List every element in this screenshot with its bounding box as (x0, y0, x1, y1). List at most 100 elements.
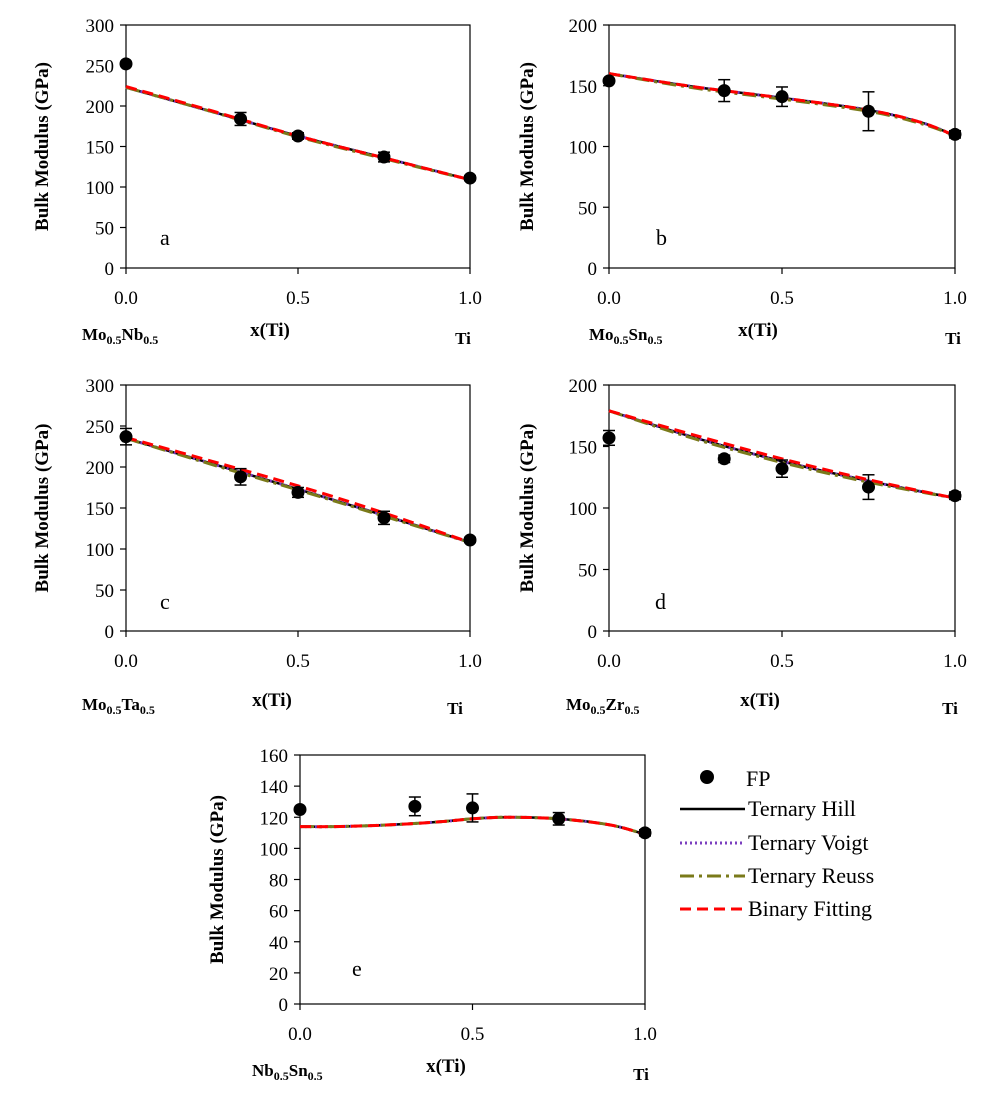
right-composition-label: Ti (455, 329, 471, 348)
y-tick-label: 200 (86, 458, 115, 479)
y-tick-label: 0 (105, 259, 115, 280)
y-tick-label: 160 (260, 746, 289, 767)
series-voigt-line (608, 409, 956, 500)
fp-data-point (463, 533, 477, 547)
fp-data-point (775, 462, 789, 476)
y-axis-label: Bulk Modulus (GPa) (517, 424, 538, 593)
fp-data-point (717, 84, 731, 98)
y-tick-label: 0 (588, 622, 598, 643)
fp-data-point (293, 802, 307, 816)
y-tick-label: 100 (260, 839, 289, 860)
plot-frame (125, 24, 471, 269)
x-tick-label: 0.5 (770, 651, 794, 672)
fp-data-point (717, 452, 731, 466)
y-tick-label: 50 (95, 219, 114, 240)
y-tick-label: 300 (86, 16, 115, 37)
y-tick-label: 40 (269, 933, 288, 954)
y-tick-label: 200 (86, 97, 115, 118)
x-axis-label: x(Ti) (740, 690, 780, 711)
y-tick-label: 60 (269, 902, 288, 923)
y-tick-label: 0 (105, 622, 115, 643)
left-composition-label: Mo0.5Sn0.5 (589, 325, 662, 347)
right-composition-label: Ti (447, 699, 463, 718)
x-tick-label: 0.5 (286, 651, 310, 672)
x-tick-label: 0.0 (114, 288, 138, 309)
panel-label: b (656, 225, 667, 250)
x-tick-label: 1.0 (458, 651, 482, 672)
fp-data-point (119, 430, 133, 444)
right-composition-label: Ti (942, 699, 958, 718)
legend-reuss-label: Ternary Reuss (748, 863, 874, 888)
fp-data-point (463, 171, 477, 185)
y-tick-label: 100 (569, 138, 598, 159)
series-binary-line (125, 436, 471, 544)
right-composition-label: Ti (945, 329, 961, 348)
y-tick-label: 150 (569, 438, 598, 459)
y-tick-label: 300 (86, 376, 115, 397)
y-axis-label: Bulk Modulus (GPa) (207, 795, 228, 964)
y-tick-label: 50 (578, 561, 597, 582)
y-tick-label: 100 (86, 178, 115, 199)
x-tick-label: 0.0 (597, 288, 621, 309)
panel-label: d (655, 589, 666, 614)
x-tick-label: 0.5 (286, 288, 310, 309)
x-tick-label: 1.0 (943, 651, 967, 672)
fp-data-point (377, 511, 391, 525)
fp-data-point (948, 127, 962, 141)
fp-data-point (291, 485, 305, 499)
chart-panel-d: 0 50 100 150 200 0.0 0.5 1.0 Bulk Modulus (GPa) M… (517, 376, 967, 718)
fp-data-point (948, 489, 962, 503)
left-composition-label: Mo0.5Ta0.5 (82, 695, 155, 717)
y-tick-label: 150 (86, 138, 115, 159)
plot-frame (125, 384, 471, 632)
y-tick-label: 20 (269, 964, 288, 985)
fp-data-point (602, 74, 616, 88)
y-tick-label: 50 (578, 198, 597, 219)
series-reuss-line (608, 409, 956, 500)
legend-fp-label: FP (746, 766, 770, 791)
fp-data-point (408, 799, 422, 813)
y-tick-label: 0 (588, 259, 598, 280)
chart-panel-b: 0 50 100 150 200 0.0 0.5 1.0 Bulk Modulus (GPa) M… (517, 16, 967, 348)
panel-label: c (160, 589, 170, 614)
y-tick-label: 200 (569, 16, 598, 37)
y-tick-label: 250 (86, 417, 115, 438)
chart-panel-e: 0 20 40 60 80 100 120 140 160 0.0 0.5 1.0 Bulk Modul… (207, 746, 657, 1084)
panel-label: e (352, 956, 362, 981)
x-tick-label: 0.0 (597, 651, 621, 672)
y-tick-label: 100 (569, 499, 598, 520)
x-tick-label: 0.5 (770, 288, 794, 309)
fp-data-point (466, 801, 479, 815)
x-tick-label: 0.0 (114, 651, 138, 672)
y-axis-label: Bulk Modulus (GPa) (32, 424, 53, 593)
fp-data-point (862, 480, 875, 494)
fp-data-point (119, 57, 133, 71)
y-tick-label: 150 (569, 77, 598, 98)
x-tick-label: 0.0 (288, 1024, 312, 1045)
series-binary-line (608, 72, 956, 137)
series-reuss-line (125, 436, 471, 544)
chart-panel-a: 0 50 100 150 200 250 300 0.0 0.5 1.0 Bulk Modulus … (32, 16, 482, 348)
x-tick-label: 1.0 (458, 288, 482, 309)
y-tick-label: 50 (95, 581, 114, 602)
legend-voigt-label: Ternary Voigt (748, 830, 868, 855)
series-hill-line (608, 409, 956, 500)
fp-data-point (234, 112, 248, 126)
legend-fp-marker (700, 770, 714, 784)
y-axis-label: Bulk Modulus (GPa) (517, 62, 538, 231)
y-tick-label: 140 (260, 777, 289, 798)
y-tick-label: 0 (279, 995, 289, 1016)
x-axis-label: x(Ti) (738, 320, 778, 341)
series-reuss-line (608, 72, 956, 137)
y-tick-label: 200 (569, 376, 598, 397)
legend-hill-label: Ternary Hill (748, 796, 856, 821)
x-tick-label: 0.5 (461, 1024, 485, 1045)
x-axis-label: x(Ti) (426, 1056, 466, 1077)
y-tick-label: 100 (86, 540, 115, 561)
series-binary-line (608, 409, 956, 500)
x-tick-label: 1.0 (633, 1024, 657, 1045)
y-tick-label: 250 (86, 57, 115, 78)
y-tick-label: 80 (269, 871, 288, 892)
fp-data-point (291, 129, 305, 143)
